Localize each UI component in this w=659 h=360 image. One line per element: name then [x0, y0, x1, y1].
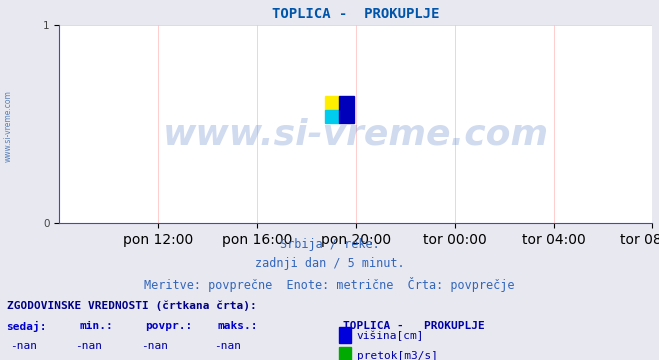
Text: Srbija / reke.: Srbija / reke. [279, 238, 380, 251]
Text: povpr.:: povpr.: [145, 321, 192, 331]
Text: www.si-vreme.com: www.si-vreme.com [3, 90, 13, 162]
Text: Meritve: povprečne  Enote: metrične  Črta: povprečje: Meritve: povprečne Enote: metrične Črta:… [144, 277, 515, 292]
Text: zadnji dan / 5 minut.: zadnji dan / 5 minut. [254, 257, 405, 270]
Text: min.:: min.: [79, 321, 113, 331]
Title: TOPLICA -  PROKUPLJE: TOPLICA - PROKUPLJE [272, 7, 440, 21]
Text: sedaj:: sedaj: [7, 321, 47, 332]
Text: -nan: -nan [10, 341, 36, 351]
Text: maks.:: maks.: [217, 321, 258, 331]
Text: ZGODOVINSKE VREDNOSTI (črtkana črta):: ZGODOVINSKE VREDNOSTI (črtkana črta): [7, 301, 256, 311]
Text: pretok[m3/s]: pretok[m3/s] [357, 351, 438, 360]
Text: -nan: -nan [76, 341, 102, 351]
Text: -nan: -nan [214, 341, 241, 351]
Text: www.si-vreme.com: www.si-vreme.com [163, 117, 549, 151]
Text: višina[cm]: višina[cm] [357, 331, 424, 341]
Text: -nan: -nan [142, 341, 168, 351]
Text: TOPLICA -   PROKUPLJE: TOPLICA - PROKUPLJE [343, 321, 484, 331]
